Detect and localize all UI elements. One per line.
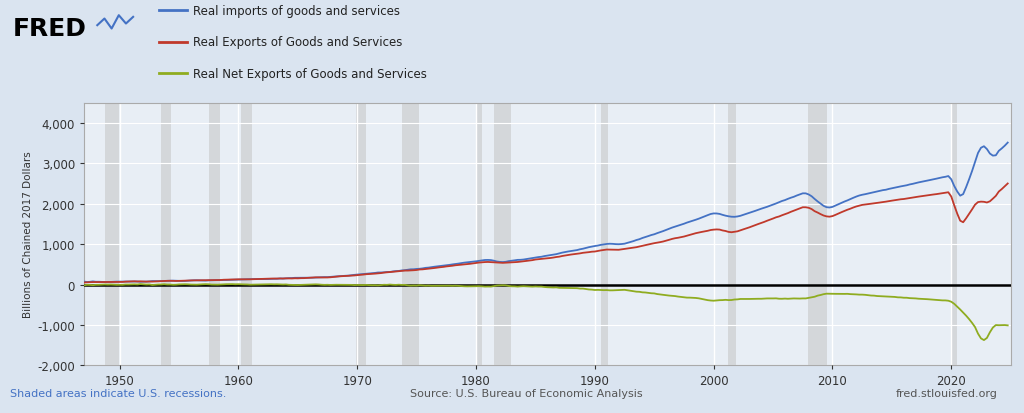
Bar bbox=[242, 103, 252, 366]
Bar bbox=[401, 103, 419, 366]
Text: Source: U.S. Bureau of Economic Analysis: Source: U.S. Bureau of Economic Analysis bbox=[410, 387, 642, 398]
Bar bbox=[476, 103, 482, 366]
Bar bbox=[728, 103, 736, 366]
Bar bbox=[951, 103, 957, 366]
Text: Real Net Exports of Goods and Services: Real Net Exports of Goods and Services bbox=[193, 68, 426, 81]
Bar bbox=[209, 103, 220, 366]
Y-axis label: Billions of Chained 2017 Dollars: Billions of Chained 2017 Dollars bbox=[23, 151, 33, 318]
Text: Shaded areas indicate U.S. recessions.: Shaded areas indicate U.S. recessions. bbox=[10, 387, 226, 398]
Bar bbox=[494, 103, 511, 366]
Bar bbox=[104, 103, 119, 366]
Text: Real imports of goods and services: Real imports of goods and services bbox=[193, 5, 399, 18]
Bar bbox=[161, 103, 171, 366]
Bar bbox=[356, 103, 367, 366]
Text: FRED: FRED bbox=[12, 17, 86, 41]
Text: fred.stlouisfed.org: fred.stlouisfed.org bbox=[896, 387, 997, 398]
Text: Real Exports of Goods and Services: Real Exports of Goods and Services bbox=[193, 36, 401, 49]
Bar bbox=[601, 103, 607, 366]
Bar bbox=[808, 103, 826, 366]
